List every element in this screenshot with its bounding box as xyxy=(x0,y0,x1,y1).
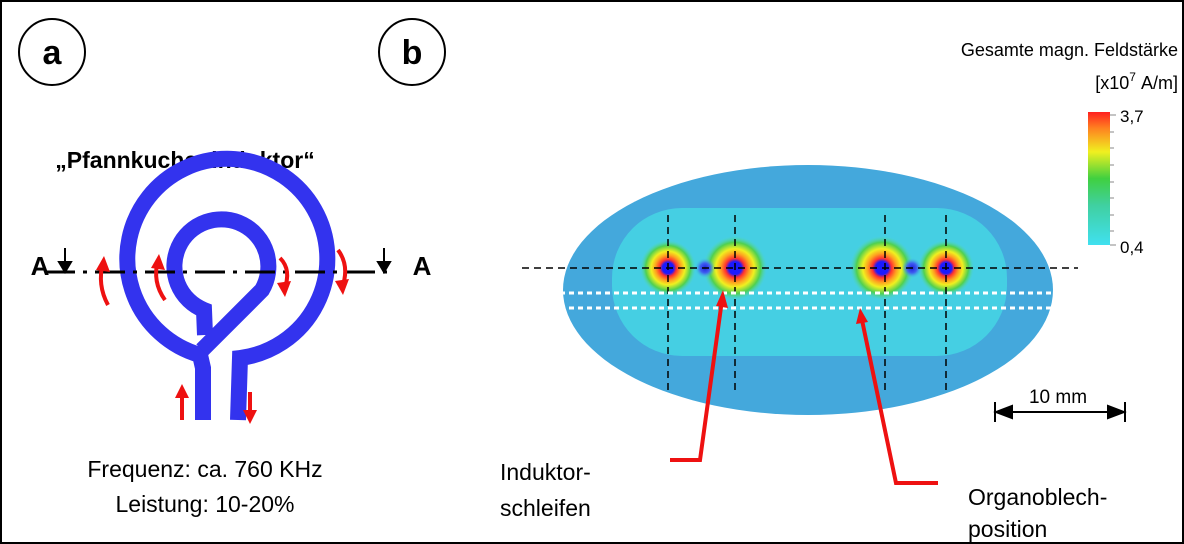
legend-title: Gesamte magn. Feldstärke xyxy=(961,40,1178,60)
annotation-text: Organoblech- xyxy=(968,484,1107,510)
info-text: Frequenz: ca. 760 KHz xyxy=(87,456,322,482)
info-text: Leistung: 10-20% xyxy=(115,491,294,517)
panel-label: a xyxy=(43,34,63,72)
section-mark: A xyxy=(413,251,432,281)
colorbar-max: 3,7 xyxy=(1120,107,1144,126)
unit-part: A/m] xyxy=(1141,73,1178,93)
annotation-text: position xyxy=(968,516,1047,542)
annotation-text: schleifen xyxy=(500,495,591,521)
unit-part: [x10 xyxy=(1095,73,1129,93)
colorbar xyxy=(1088,112,1110,245)
colorbar-min: 0,4 xyxy=(1120,238,1144,257)
unit-exponent: 7 xyxy=(1129,70,1136,84)
scale-label: 10 mm xyxy=(1029,387,1087,408)
panel-label: b xyxy=(402,34,423,72)
section-mark: A xyxy=(31,251,50,281)
figure: a „Pfannkucheninduktor“ A A Frequenz: ca… xyxy=(0,0,1184,544)
annotation-text: Induktor- xyxy=(500,459,591,485)
